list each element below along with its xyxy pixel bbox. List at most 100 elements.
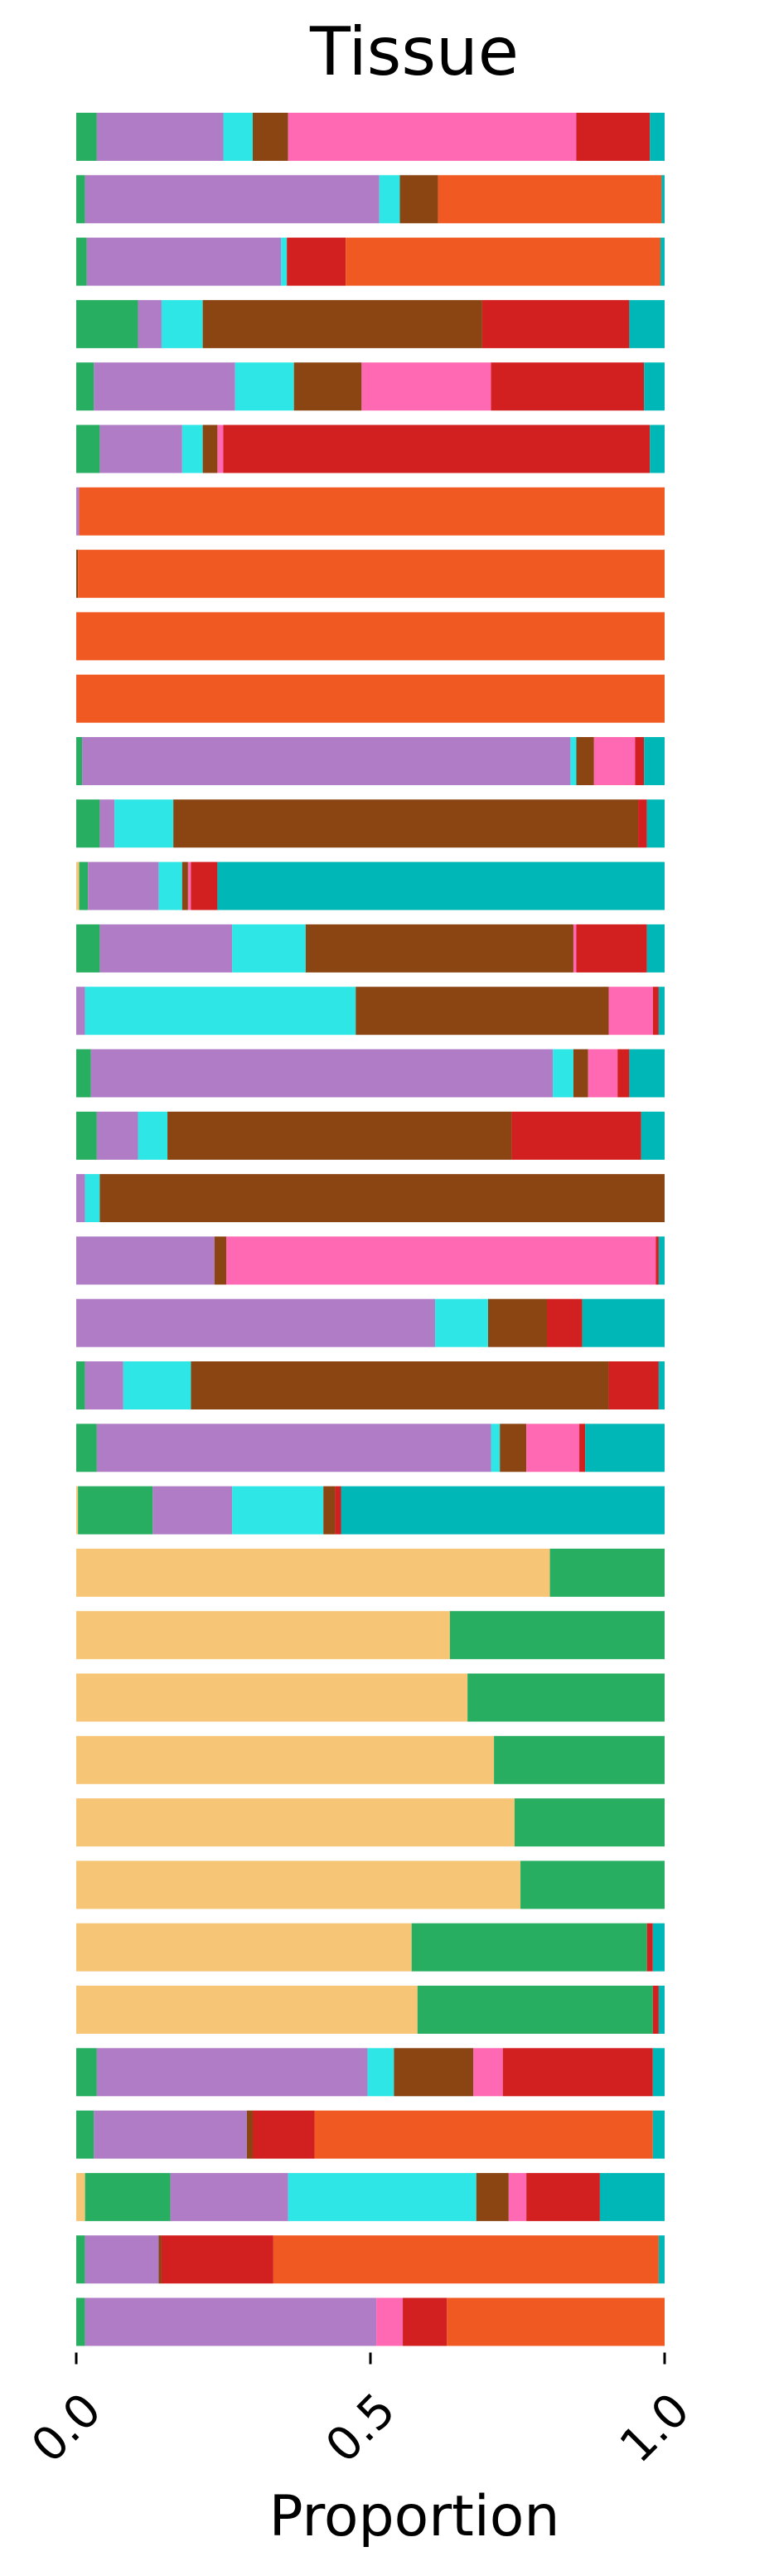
bar-row-23-segment-5 [323, 1486, 336, 1535]
bar-row-15-segment-4 [85, 987, 356, 1036]
bar-row-22-segment-5 [500, 1424, 527, 1472]
bar-row-21-segment-7 [608, 1361, 659, 1409]
bar-row-18-segment-5 [99, 1174, 665, 1223]
bar-row-36-segment-6 [376, 2297, 404, 2346]
bar-row-5-segment-9 [644, 362, 665, 411]
bar-row-12-segment-2 [76, 799, 100, 848]
bar-row-14-segment-3 [99, 924, 233, 973]
bar-row-32-segment-5 [394, 2048, 474, 2097]
bar-row-12-segment-4 [114, 799, 174, 848]
bar-row-3-segment-7 [287, 237, 346, 286]
bar-row-29-segment-2 [520, 1860, 665, 1909]
bar-row-1-segment-7 [576, 113, 651, 161]
bar-row-16-segment-7 [617, 1049, 630, 1098]
bar-row-35-segment-8 [273, 2235, 659, 2284]
bar-row-20-segment-7 [547, 1298, 583, 1347]
bar-row-27-segment-1 [76, 1735, 495, 1784]
bar-row-7-segment-3 [76, 487, 80, 536]
bar-row-2-segment-4 [379, 175, 400, 224]
bar-row-35-segment-2 [76, 2235, 85, 2284]
bar-row-22-segment-3 [96, 1424, 491, 1472]
bar-row-25-segment-1 [76, 1611, 450, 1660]
bar-row-20-segment-5 [488, 1298, 547, 1347]
bar-row-26-segment-1 [76, 1673, 468, 1722]
bar-row-33-segment-8 [314, 2110, 653, 2159]
x-tick-label-0.0: 0.0 [22, 2383, 112, 2473]
bar-row-13-segment-2 [79, 861, 89, 910]
bar-row-14-segment-6 [573, 924, 577, 973]
bar-row-6-segment-2 [76, 424, 100, 473]
bar-row-25-segment-2 [449, 1611, 665, 1660]
bar-row-1-segment-2 [76, 113, 97, 161]
bar-row-28-segment-1 [76, 1798, 515, 1847]
bar-row-34-segment-7 [526, 2172, 600, 2221]
bar-row-31-segment-7 [652, 1986, 659, 2034]
bar-row-11-segment-2 [76, 737, 83, 785]
bar-row-12-segment-7 [638, 799, 647, 848]
bar-row-23-segment-1 [76, 1486, 79, 1535]
bar-row-14-segment-4 [232, 924, 306, 973]
bar-row-24-segment-1 [76, 1548, 550, 1597]
bars-group [76, 113, 665, 2346]
bar-row-24-segment-2 [549, 1548, 665, 1597]
bar-row-21-segment-4 [123, 1361, 191, 1409]
bar-row-14-segment-9 [646, 924, 665, 973]
bar-row-32-segment-7 [502, 2048, 653, 2097]
bar-row-36-segment-8 [447, 2297, 665, 2346]
bar-row-32-segment-3 [96, 2048, 368, 2097]
bar-row-22-segment-6 [526, 1424, 580, 1472]
bar-row-13-segment-1 [76, 861, 80, 910]
bar-row-15-segment-5 [356, 987, 609, 1036]
x-tick-label-0.5: 0.5 [316, 2383, 406, 2473]
bar-row-4-segment-5 [202, 299, 482, 348]
bar-row-32-segment-6 [473, 2048, 503, 2097]
bar-row-15-segment-7 [652, 987, 659, 1036]
bar-row-23-segment-7 [335, 1486, 341, 1535]
bar-row-16-segment-6 [588, 1049, 618, 1098]
bar-row-30-segment-9 [652, 1923, 665, 1972]
bar-row-32-segment-9 [652, 2048, 665, 2097]
bar-row-11-segment-5 [576, 737, 594, 785]
bar-row-13-segment-3 [88, 861, 159, 910]
bar-row-2-segment-8 [438, 175, 662, 224]
bar-row-26-segment-2 [467, 1673, 665, 1722]
bar-row-2-segment-3 [85, 175, 380, 224]
bar-row-20-segment-4 [435, 1298, 488, 1347]
bar-row-21-segment-2 [76, 1361, 85, 1409]
bar-row-16-segment-2 [76, 1049, 91, 1098]
bar-row-4-segment-9 [629, 299, 665, 348]
bar-row-4-segment-2 [76, 299, 138, 348]
bar-row-14-segment-5 [305, 924, 573, 973]
bar-row-19-segment-7 [655, 1236, 659, 1285]
bar-row-12-segment-3 [99, 799, 115, 848]
bar-row-16-segment-5 [573, 1049, 588, 1098]
bar-row-14-segment-2 [76, 924, 100, 973]
bar-row-6-segment-9 [650, 424, 665, 473]
bar-row-6-segment-6 [217, 424, 224, 473]
bar-row-1-segment-9 [650, 113, 665, 161]
bar-row-34-segment-4 [288, 2172, 476, 2221]
bar-row-6-segment-4 [181, 424, 203, 473]
bar-row-27-segment-2 [494, 1735, 665, 1784]
bar-row-13-segment-4 [158, 861, 182, 910]
bar-row-3-segment-2 [76, 237, 87, 286]
bar-row-11-segment-9 [644, 737, 665, 785]
bar-row-1-segment-3 [96, 113, 224, 161]
bar-row-21-segment-9 [658, 1361, 665, 1409]
bar-row-2-segment-9 [661, 175, 665, 224]
bar-row-35-segment-7 [161, 2235, 273, 2284]
bar-row-11-segment-4 [570, 737, 577, 785]
bar-row-4-segment-3 [138, 299, 162, 348]
bar-row-10-segment-8 [76, 674, 665, 723]
bar-row-33-segment-3 [94, 2110, 247, 2159]
bar-row-5-segment-5 [293, 362, 362, 411]
bar-row-17-segment-4 [138, 1111, 168, 1160]
bar-row-13-segment-5 [181, 861, 188, 910]
bar-row-21-segment-5 [191, 1361, 609, 1409]
bar-row-33-segment-9 [652, 2110, 665, 2159]
bar-row-12-segment-5 [173, 799, 639, 848]
bar-row-23-segment-2 [78, 1486, 153, 1535]
bar-row-20-segment-9 [582, 1298, 665, 1347]
chart-title: Tissue [309, 13, 519, 90]
